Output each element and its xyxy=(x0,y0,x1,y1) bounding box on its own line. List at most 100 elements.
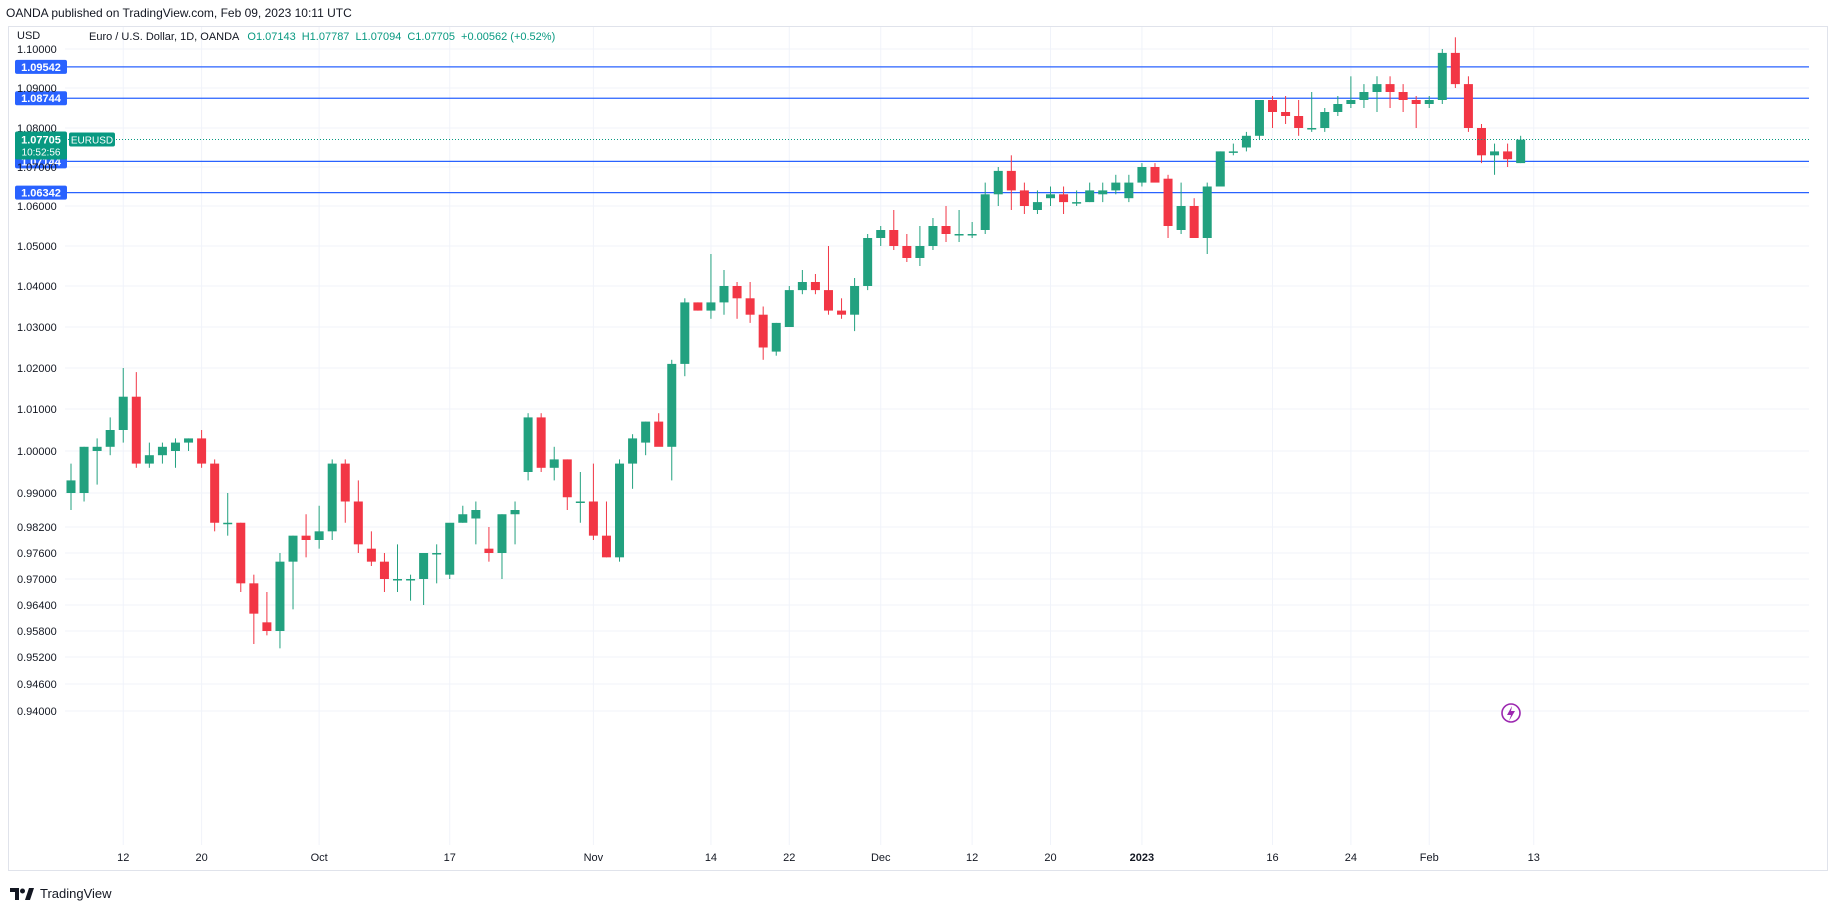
candle xyxy=(1424,96,1434,108)
chart-header: USD Euro / U.S. Dollar, 1D, OANDA O1.071… xyxy=(17,30,555,43)
candle xyxy=(1202,182,1212,254)
candle xyxy=(1085,182,1095,203)
candle-body xyxy=(1476,128,1486,156)
candle xyxy=(432,544,442,584)
candle-body xyxy=(1150,167,1160,183)
candle-body xyxy=(144,455,154,464)
candle-body xyxy=(66,480,76,493)
candle-body xyxy=(1346,100,1356,104)
candle xyxy=(366,531,376,566)
candle-body xyxy=(1516,139,1526,164)
y-tick-label: 1.05000 xyxy=(17,241,57,253)
candle-body xyxy=(79,446,89,493)
candle-body xyxy=(523,417,533,472)
candle-body xyxy=(157,446,167,456)
candle xyxy=(1450,37,1460,88)
candle xyxy=(144,442,154,468)
ohlc-open: O1.07143 xyxy=(247,31,295,43)
x-tick-label: 20 xyxy=(1044,852,1056,864)
candle xyxy=(915,226,925,266)
candle-body xyxy=(993,170,1003,195)
y-axis: 1.100001.090001.080001.070001.060001.050… xyxy=(17,44,57,718)
candle xyxy=(889,210,899,250)
candle-body xyxy=(301,535,311,540)
level-price-label: 1.08744 xyxy=(21,93,62,105)
level-price-badge xyxy=(15,91,67,106)
candle xyxy=(1098,182,1108,203)
candle xyxy=(745,282,755,323)
x-tick-label: 17 xyxy=(444,852,456,864)
x-tick-label: 22 xyxy=(783,852,795,864)
candle-body xyxy=(1046,194,1055,199)
chart-panel[interactable]: 1.09542 1.08744 1.07144 1.06342 1.10000 1.09… xyxy=(8,26,1828,871)
y-tick-label: 0.95800 xyxy=(17,626,57,638)
replay-icon[interactable] xyxy=(1501,703,1521,723)
candle xyxy=(993,167,1003,206)
candle-body xyxy=(1137,167,1147,183)
candle xyxy=(353,480,363,553)
y-tick-label: 0.97600 xyxy=(17,548,57,560)
candle-body xyxy=(680,302,690,364)
candle-body xyxy=(797,282,807,291)
currency-label: USD xyxy=(17,30,40,42)
candle xyxy=(850,278,860,332)
candle xyxy=(1241,131,1251,152)
candle xyxy=(131,372,141,468)
candle xyxy=(1333,96,1343,116)
candle-body xyxy=(262,622,272,631)
candle-body xyxy=(549,459,559,468)
candle xyxy=(1516,135,1526,164)
candle xyxy=(784,286,794,327)
candle xyxy=(1111,174,1121,195)
candle-body xyxy=(1490,151,1500,156)
candle-body xyxy=(1437,52,1447,100)
candle-body xyxy=(915,246,925,258)
y-tick-label: 1.00000 xyxy=(17,446,57,458)
candle-body xyxy=(1359,92,1369,100)
candle xyxy=(393,544,402,592)
y-tick-label: 0.94000 xyxy=(17,706,57,718)
ohlc-close: C1.07705 xyxy=(407,31,455,43)
y-tick-label: 1.09000 xyxy=(17,83,57,95)
candle-body xyxy=(876,230,886,238)
candle xyxy=(170,438,180,468)
candle xyxy=(588,463,598,540)
y-tick-label: 0.97000 xyxy=(17,574,57,586)
candle xyxy=(497,514,507,579)
candle xyxy=(1359,84,1369,108)
bar-countdown: 10:52:56 xyxy=(22,148,61,159)
chart-title: Euro / U.S. Dollar, 1D, OANDA xyxy=(89,31,240,43)
candle-body xyxy=(379,561,389,579)
candle-body xyxy=(445,522,455,575)
candle xyxy=(654,413,664,447)
candle xyxy=(1059,186,1069,214)
y-tick-label: 0.94600 xyxy=(17,679,57,691)
candle xyxy=(340,459,350,523)
candle-body xyxy=(967,234,977,236)
candle-body xyxy=(340,463,350,502)
tradingview-logo[interactable]: TradingView xyxy=(10,886,112,901)
candle xyxy=(484,527,494,562)
candle xyxy=(719,270,729,315)
candle xyxy=(1503,143,1513,167)
candle-body xyxy=(275,561,285,631)
candle-body xyxy=(536,417,546,468)
tradingview-brand: TradingView xyxy=(40,886,112,901)
candle xyxy=(197,430,207,468)
candle xyxy=(876,226,886,246)
y-tick-label: 0.95200 xyxy=(17,652,57,664)
y-tick-label: 1.02000 xyxy=(17,363,57,375)
candle-body xyxy=(810,282,820,291)
candle xyxy=(210,459,220,532)
candle-body xyxy=(314,531,324,540)
candle xyxy=(314,505,324,549)
candle-body xyxy=(837,310,847,315)
candle-body xyxy=(641,421,651,443)
candle-body xyxy=(1320,112,1330,128)
last-price-badge xyxy=(15,131,67,160)
candle-body xyxy=(980,194,990,230)
y-tick-label: 0.99000 xyxy=(17,488,57,500)
candle xyxy=(1006,155,1016,210)
